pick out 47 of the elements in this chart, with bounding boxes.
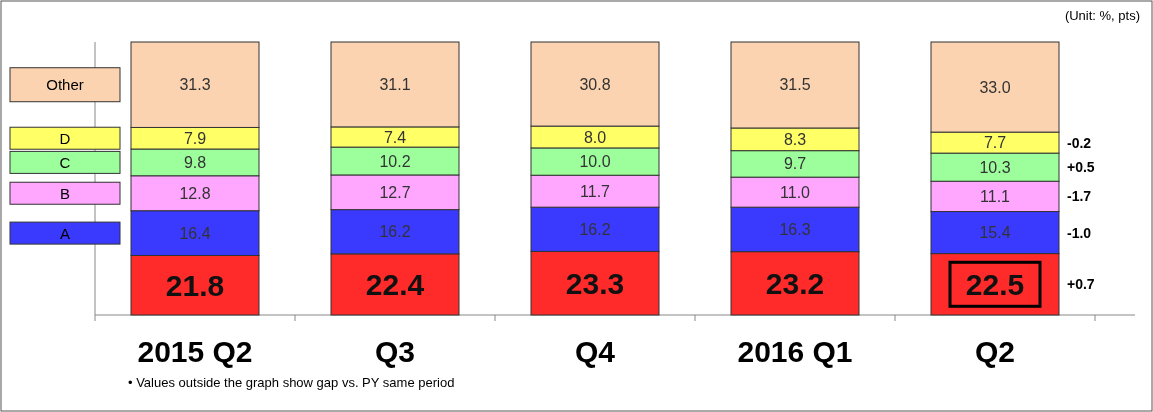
text: B — [59, 184, 71, 202]
data-label: 22.4 — [365, 267, 425, 301]
x-tick-label: 2015 Q2 — [137, 335, 253, 368]
data-label: 8.0 — [583, 128, 607, 146]
text: C — [59, 153, 71, 171]
annotation: +0.5 — [1067, 159, 1095, 176]
x-tick-label: Q4 — [574, 335, 616, 368]
data-label: 16.4 — [179, 224, 211, 242]
data-label: 21.8 — [165, 268, 225, 302]
data-label: 23.3 — [565, 266, 625, 300]
data-label: 9.7 — [783, 155, 807, 173]
data-label: 7.7 — [983, 134, 1007, 152]
data-label: 31.5 — [779, 76, 811, 94]
data-label: 12.8 — [179, 184, 211, 202]
annotation: -1.7 — [1067, 188, 1092, 205]
text: • Values outside the graph show gap vs. PY same period — [128, 375, 455, 390]
data-label: 31.1 — [379, 75, 411, 93]
data-label: 8.3 — [783, 130, 807, 148]
data-label: 10.0 — [579, 153, 611, 171]
data-label: 11.7 — [580, 182, 611, 200]
x-tick-label: Q3 — [374, 335, 416, 368]
data-label: 10.3 — [979, 158, 1011, 176]
data-label: 11.1 — [980, 187, 1011, 205]
data-label: 16.2 — [579, 220, 611, 238]
data-label: 12.7 — [379, 183, 411, 201]
data-label: 22.5 — [965, 267, 1025, 301]
data-label: 15.4 — [979, 224, 1011, 242]
text: (Unit: %, pts) — [1064, 8, 1140, 23]
data-label: 31.3 — [179, 76, 211, 94]
text: A — [59, 224, 71, 242]
data-label: 10.2 — [379, 152, 411, 170]
text: D — [59, 129, 71, 147]
data-label: 9.8 — [183, 153, 207, 171]
data-label: 16.2 — [379, 223, 411, 241]
annotation: -0.2 — [1067, 134, 1092, 151]
data-label: 11.0 — [780, 183, 811, 201]
data-label: 30.8 — [579, 75, 611, 93]
data-label: 16.3 — [779, 220, 811, 238]
annotation: -1.0 — [1067, 224, 1092, 241]
text: Other — [46, 76, 84, 94]
x-tick-label: 2016 Q1 — [737, 335, 853, 368]
annotation: +0.7 — [1067, 276, 1095, 293]
data-label: 7.9 — [183, 129, 207, 147]
x-tick-label: Q2 — [974, 335, 1016, 368]
data-label: 7.4 — [383, 128, 407, 146]
data-label: 33.0 — [979, 78, 1011, 96]
data-label: 23.2 — [765, 266, 825, 300]
